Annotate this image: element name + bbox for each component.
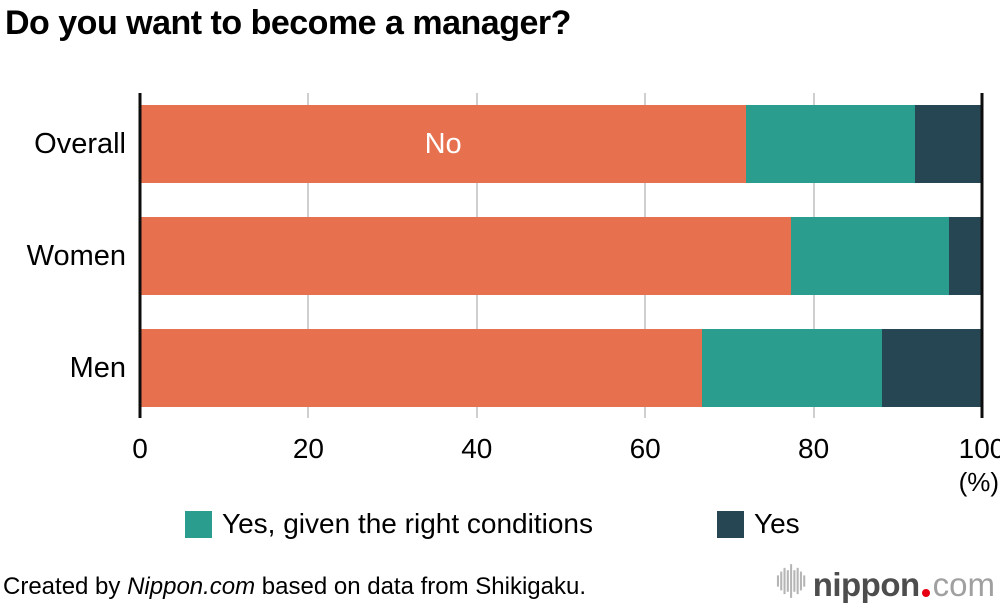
x-tick-label: 80 bbox=[798, 433, 830, 464]
bar-row-overall: No bbox=[140, 105, 982, 183]
x-tick-label: 60 bbox=[629, 433, 661, 464]
x-tick-label: 0 bbox=[132, 433, 148, 464]
credit-brand: Nippon.com bbox=[127, 573, 256, 600]
category-label-women: Women bbox=[26, 240, 126, 272]
x-axis-unit-label: (%) bbox=[958, 467, 999, 497]
legend-swatch bbox=[717, 510, 744, 538]
axis-edge-line bbox=[980, 93, 984, 418]
x-tick-label: 40 bbox=[461, 433, 493, 464]
bar-segment bbox=[746, 105, 915, 183]
bar-segment bbox=[949, 217, 982, 295]
bar-segment bbox=[914, 105, 982, 183]
bar-inline-label: No bbox=[424, 127, 462, 160]
legend-swatch bbox=[185, 510, 212, 538]
credit-prefix: Created by bbox=[3, 573, 128, 600]
nippon-logo: nippon com bbox=[776, 562, 995, 601]
legend-item: Yes, given the right conditions bbox=[185, 508, 593, 539]
bar-segment bbox=[140, 329, 702, 407]
bar-segment: No bbox=[140, 105, 747, 183]
axis-edge-line bbox=[138, 93, 142, 418]
bar-segment bbox=[790, 217, 950, 295]
category-label-men: Men bbox=[69, 352, 126, 384]
bar-segment bbox=[140, 217, 791, 295]
credit-suffix: based on data from Shikigaku. bbox=[255, 573, 587, 600]
legend: Yes, given the right conditions Yes bbox=[0, 508, 1000, 539]
bar-segment bbox=[701, 329, 882, 407]
soundwave-bars-icon bbox=[776, 564, 805, 598]
logo-red-dot bbox=[921, 589, 930, 597]
bar-row-men bbox=[140, 329, 982, 407]
legend-label: Yes bbox=[754, 508, 800, 539]
credit-line: Created by Nippon.com based on data from… bbox=[3, 573, 586, 601]
bar-segment bbox=[881, 329, 982, 407]
bar-row-women bbox=[140, 217, 982, 295]
logo-text-nippon: nippon bbox=[812, 566, 920, 603]
x-tick-label: 100 bbox=[958, 433, 1000, 464]
chart-title: Do you want to become a manager? bbox=[5, 4, 571, 42]
x-tick-label: 20 bbox=[292, 433, 324, 464]
legend-label: Yes, given the right conditions bbox=[222, 508, 593, 539]
logo-text-com: com bbox=[932, 566, 995, 603]
category-label-overall: Overall bbox=[34, 128, 126, 160]
plot-area: (%) 0 20 40 60 80 100 No bbox=[132, 93, 1000, 497]
legend-item: Yes bbox=[717, 508, 800, 539]
